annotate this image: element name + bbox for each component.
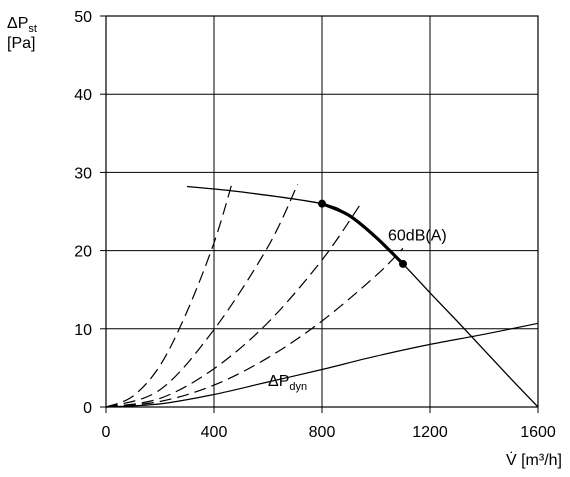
y-tick-label: 50 (74, 9, 92, 26)
x-tick-label: 800 (309, 424, 336, 441)
system-curve-4 (105, 247, 404, 408)
y-axis-label-unit: [Pa] (7, 35, 35, 52)
x-axis-label: V̇ [m³/h] (506, 451, 562, 469)
fan-curve (186, 185, 539, 408)
system-curve-2 (105, 183, 299, 408)
system-curve-3 (105, 204, 361, 408)
y-tick-label: 20 (74, 244, 92, 261)
tick-labels: 0 400 800 1200 1600 0 10 20 30 40 50 (74, 9, 556, 441)
operating-point-1 (318, 199, 326, 208)
x-tick-label: 400 (201, 424, 228, 441)
x-tick-label: 1200 (412, 424, 448, 441)
plot-series (105, 180, 539, 408)
dynamic-pressure-label: ΔPdyn (268, 373, 307, 393)
y-axis-label-subscript: st (28, 23, 37, 35)
y-axis-label-main: ΔPst (7, 15, 37, 35)
y-tick-label: 40 (74, 87, 92, 104)
dynamic-pressure-subscript: dyn (289, 381, 307, 393)
dynamic-pressure-symbol: ΔP (268, 373, 289, 390)
x-tick-label: 0 (102, 424, 111, 441)
grid (100, 15, 539, 413)
y-tick-label: 0 (83, 400, 92, 417)
system-curve-1 (105, 180, 234, 408)
operating-range-segment (321, 202, 405, 266)
y-axis-label-symbol: ΔP (7, 15, 28, 32)
y-tick-label: 30 (74, 165, 92, 182)
operating-point-2 (399, 259, 407, 268)
x-tick-label: 1600 (520, 424, 556, 441)
operating-range-label: 60dB(A) (388, 227, 447, 244)
y-tick-label: 10 (74, 322, 92, 339)
dynamic-pressure-curve (105, 322, 539, 408)
